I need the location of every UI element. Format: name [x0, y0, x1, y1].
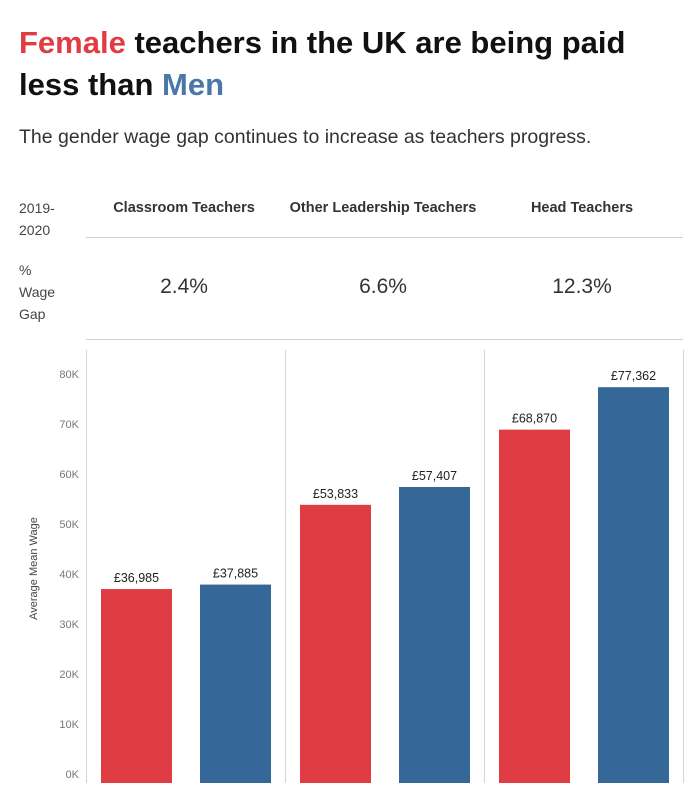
wage-gap-classroom: 2.4% [160, 275, 208, 298]
data-label: £36,985 [114, 571, 159, 585]
title-men-word: Men [162, 67, 224, 102]
y-tick-label: 40K [59, 569, 79, 581]
column-header-other-leadership: Other Leadership Teachers [289, 200, 477, 216]
year-label: 2019-2020 [19, 200, 55, 238]
wage-gap-other-leadership: 6.6% [359, 275, 407, 298]
table-bottom-divider [86, 339, 683, 340]
column-header-head: Head Teachers [530, 200, 634, 216]
chart-title: Female teachers in the UK are being paid… [19, 22, 679, 106]
y-tick-label: 80K [59, 369, 79, 381]
y-tick-label: 50K [59, 519, 79, 531]
y-tick-label: 30K [59, 619, 79, 631]
title-female-word: Female [19, 25, 126, 60]
data-label: £57,407 [412, 469, 457, 483]
y-tick-label: 20K [59, 669, 79, 681]
title-middle-text: teachers in the UK are being paid less t… [19, 25, 626, 102]
chart-subtitle: The gender wage gap continues to increas… [19, 126, 592, 148]
column-header-classroom: Classroom Teachers [113, 200, 255, 216]
bar [499, 429, 570, 783]
table-divider [86, 237, 683, 238]
y-tick-label: 0K [66, 769, 80, 781]
wage-gap-label: % Wage Gap [19, 262, 56, 322]
bar [300, 504, 371, 783]
data-label: £53,833 [313, 487, 358, 501]
data-label: £37,885 [213, 567, 258, 581]
data-label: £77,362 [611, 369, 656, 383]
data-label: £68,870 [512, 412, 557, 426]
y-tick-label: 70K [59, 419, 79, 431]
y-axis-label: Average Mean Wage [28, 517, 40, 620]
y-tick-label: 10K [59, 719, 79, 731]
bar [200, 584, 271, 783]
bar [399, 486, 470, 783]
bar [101, 589, 172, 783]
wage-gap-head: 12.3% [552, 275, 612, 298]
y-tick-label: 60K [59, 469, 79, 481]
bar [598, 387, 669, 783]
